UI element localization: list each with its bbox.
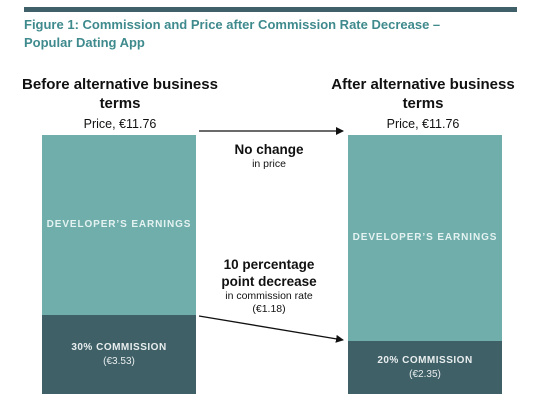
after-earnings-label: DEVELOPER’S EARNINGS [352,232,498,243]
rate-change-annotation: 10 percentage point decrease in commissi… [189,256,349,316]
after-earnings-segment: DEVELOPER’S EARNINGS [348,135,502,341]
price-change-headline: No change [234,142,304,157]
rate-change-sub: in commission rate [225,290,313,302]
price-change-sub: in price [252,158,286,170]
after-commission-segment: 20% COMMISSION (€2.35) [348,341,502,394]
after-commission-value: (€2.35) [409,369,441,380]
before-commission-label: 30% COMMISSION [71,342,167,353]
rate-change-headline: 10 percentage point decrease [221,257,317,289]
rate-change-value: (€1.18) [252,303,286,315]
before-commission-value: (€3.53) [103,356,135,367]
figure-title: Figure 1: Commission and Price after Com… [24,17,441,50]
commission-arrow [198,315,344,343]
before-earnings-label: DEVELOPER’S EARNINGS [46,219,192,230]
after-price-label: Price, €11.76 [386,117,460,131]
header-rule [24,7,517,12]
before-commission-segment: 30% COMMISSION (€3.53) [42,315,196,394]
after-bar: DEVELOPER’S EARNINGS 20% COMMISSION (€2.… [348,135,502,394]
after-heading: After alternative business terms [331,76,515,112]
price-change-annotation: No change in price [189,141,349,171]
after-commission-label: 20% COMMISSION [377,355,473,366]
before-bar: DEVELOPER’S EARNINGS 30% COMMISSION (€3.… [42,135,196,394]
before-price-label: Price, €11.76 [83,117,157,131]
before-heading: Before alternative business terms [22,76,218,112]
before-earnings-segment: DEVELOPER’S EARNINGS [42,135,196,315]
